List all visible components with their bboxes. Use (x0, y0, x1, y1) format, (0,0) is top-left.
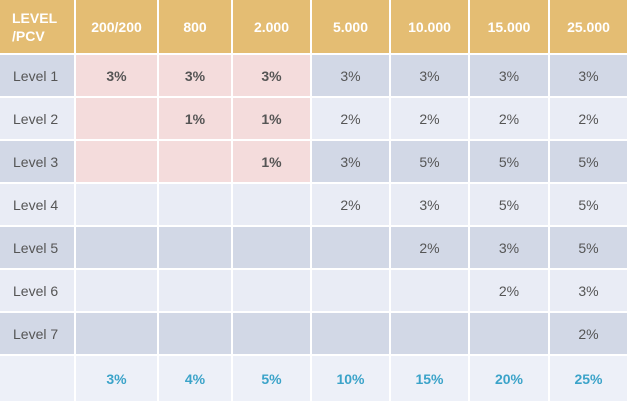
table-cell: 2% (550, 313, 629, 356)
table-cell (233, 270, 312, 313)
total-cell: 3% (76, 356, 159, 403)
table-cell (159, 227, 233, 270)
row-label: Level 4 (0, 184, 76, 227)
table-cell: 2% (391, 98, 470, 141)
table-cell (312, 227, 391, 270)
table-cell (391, 270, 470, 313)
column-header: 15.000 (470, 0, 550, 55)
table-cell: 1% (233, 141, 312, 184)
table-cell (312, 313, 391, 356)
table-cell: 3% (391, 55, 470, 98)
corner-header-pcv: /PCV (12, 27, 45, 44)
table-cell: 5% (550, 184, 629, 227)
row-label: Level 3 (0, 141, 76, 184)
table-cell: 2% (312, 98, 391, 141)
table-cell (159, 270, 233, 313)
column-header: 800 (159, 0, 233, 55)
table-cell (76, 98, 159, 141)
corner-header: LEVEL /PCV (0, 0, 76, 55)
total-cell: 20% (470, 356, 550, 403)
table-cell: 2% (470, 270, 550, 313)
total-cell: 5% (233, 356, 312, 403)
table-cell: 5% (550, 141, 629, 184)
table-cell: 3% (470, 55, 550, 98)
table-cell: 3% (550, 270, 629, 313)
table-cell (159, 184, 233, 227)
table-cell: 5% (470, 184, 550, 227)
table-cell (159, 141, 233, 184)
column-header: 2.000 (233, 0, 312, 55)
table-cell: 5% (470, 141, 550, 184)
table-cell: 3% (312, 55, 391, 98)
total-cell: 10% (312, 356, 391, 403)
row-label: Level 5 (0, 227, 76, 270)
table-cell: 5% (550, 227, 629, 270)
table-cell (76, 184, 159, 227)
table-cell: 3% (550, 55, 629, 98)
table-cell (391, 313, 470, 356)
table-cell (76, 141, 159, 184)
column-header: 10.000 (391, 0, 470, 55)
table-cell: 2% (312, 184, 391, 227)
table-cell: 2% (550, 98, 629, 141)
table-cell: 3% (312, 141, 391, 184)
table-cell: 1% (233, 98, 312, 141)
table-cell: 3% (159, 55, 233, 98)
table-cell: 5% (391, 141, 470, 184)
table-cell: 1% (159, 98, 233, 141)
table-cell (233, 184, 312, 227)
table-cell (233, 313, 312, 356)
table-cell (470, 313, 550, 356)
column-header: 25.000 (550, 0, 629, 55)
table-cell (76, 227, 159, 270)
table-cell (159, 313, 233, 356)
column-header: 200/200 (76, 0, 159, 55)
table-cell: 2% (391, 227, 470, 270)
total-cell: 15% (391, 356, 470, 403)
row-label: Level 2 (0, 98, 76, 141)
table-cell: 3% (391, 184, 470, 227)
corner-header-level: LEVEL (12, 9, 58, 26)
table-cell (312, 270, 391, 313)
table-cell (233, 227, 312, 270)
total-label-empty (0, 356, 76, 403)
table-cell: 3% (76, 55, 159, 98)
column-header: 5.000 (312, 0, 391, 55)
row-label: Level 7 (0, 313, 76, 356)
table-cell: 3% (470, 227, 550, 270)
total-cell: 4% (159, 356, 233, 403)
table-cell: 2% (470, 98, 550, 141)
table-cell (76, 270, 159, 313)
total-cell: 25% (550, 356, 629, 403)
row-label: Level 6 (0, 270, 76, 313)
table-cell (76, 313, 159, 356)
row-label: Level 1 (0, 55, 76, 98)
table-cell: 3% (233, 55, 312, 98)
